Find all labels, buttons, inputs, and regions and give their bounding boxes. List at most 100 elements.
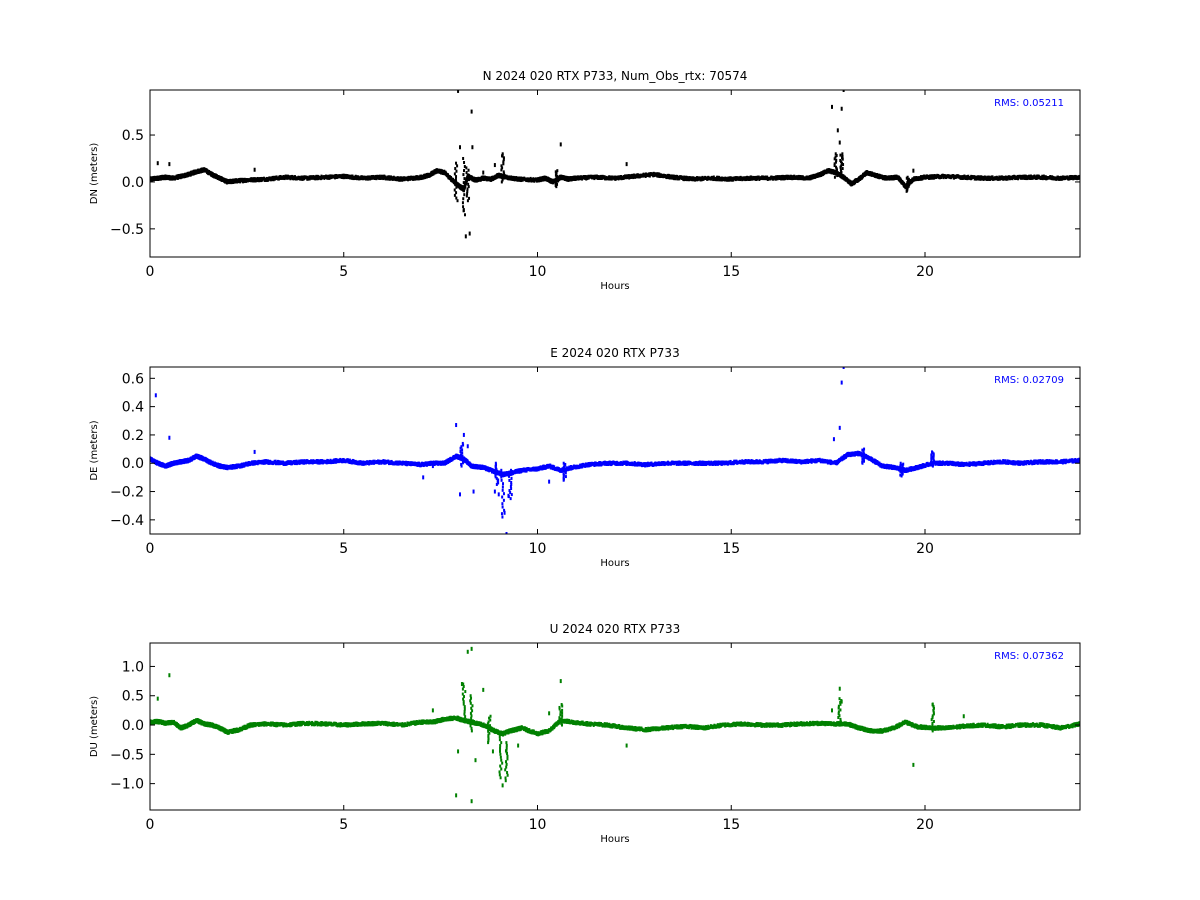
- spread-point: [454, 167, 457, 171]
- spread-point: [556, 169, 559, 173]
- trace-point: [786, 174, 789, 178]
- spread-point: [833, 164, 836, 168]
- spread-point: [455, 169, 458, 173]
- spread-point: [835, 165, 838, 169]
- trace-point: [211, 172, 214, 176]
- outlier-point: [468, 231, 471, 236]
- spread-point: [556, 174, 559, 178]
- spread-point: [501, 178, 504, 182]
- spread-point: [500, 180, 503, 184]
- trace-point: [585, 175, 588, 179]
- spread-point: [905, 182, 908, 186]
- spread-point: [467, 182, 470, 186]
- trace-point: [648, 174, 651, 178]
- spread-point: [836, 174, 839, 178]
- spread-point: [839, 158, 842, 162]
- spread-point: [906, 180, 909, 184]
- subplot-0: 0 5 10 15 20−0.50.00.5N 2024 020 RTX P733, N…: [89, 69, 1081, 292]
- spread-point: [842, 163, 845, 167]
- spread-point: [833, 175, 836, 179]
- spread-point: [907, 177, 910, 181]
- outlier-point: [836, 128, 839, 133]
- spread-point: [466, 199, 469, 203]
- x-tick-label: 5: [339, 264, 348, 280]
- chart-title: N 2024 020 RTX P733, Num_Obs_rtx: 70574: [483, 69, 748, 83]
- spread-point: [465, 194, 468, 198]
- spread-point: [467, 173, 470, 177]
- spread-point: [555, 178, 558, 182]
- spread-point: [557, 177, 560, 181]
- spread-point: [463, 177, 466, 181]
- spread-point: [467, 175, 470, 179]
- data-points-0: [150, 90, 1080, 239]
- trace-point: [265, 176, 268, 180]
- spread-point: [833, 162, 836, 166]
- trace-point: [1041, 177, 1044, 181]
- trace-point: [271, 175, 274, 179]
- spread-point: [906, 185, 909, 189]
- spread-point: [502, 160, 505, 164]
- outlier-point: [459, 145, 461, 150]
- spread-point: [453, 188, 456, 192]
- spread-point: [906, 183, 909, 187]
- spread-point: [456, 199, 459, 203]
- spread-point: [462, 181, 465, 185]
- spread-point: [455, 161, 458, 165]
- subplot-1: 0 5 10 15 20−0.4−0.20.00.20.40.6E 2024 020 R…: [89, 346, 1081, 569]
- spread-point: [462, 189, 465, 193]
- spread-point: [839, 168, 842, 172]
- spread-point: [462, 197, 465, 201]
- trace-point: [930, 176, 933, 180]
- spread-point: [463, 161, 466, 165]
- trace-point: [360, 177, 363, 181]
- trace-point: [854, 181, 857, 185]
- spread-point: [502, 158, 505, 162]
- trace-point: [656, 174, 659, 178]
- spread-point: [841, 154, 844, 158]
- spread-point: [841, 167, 844, 171]
- y-tick-label: 0.5: [122, 128, 144, 144]
- spread-point: [500, 168, 503, 172]
- spread-point: [834, 155, 837, 159]
- spread-point: [835, 172, 838, 176]
- spread-point: [841, 152, 844, 156]
- spread-point: [500, 164, 503, 168]
- spread-point: [461, 201, 464, 205]
- trace-point: [967, 174, 970, 178]
- x-axis-label: Hours: [600, 281, 629, 292]
- x-tick-label: 10: [529, 264, 547, 280]
- trace-point: [966, 177, 969, 181]
- outlier-point: [464, 234, 467, 239]
- spread-point: [839, 153, 842, 157]
- outlier-point: [156, 161, 159, 166]
- spread-point: [455, 180, 458, 184]
- spread-point: [557, 179, 560, 183]
- trace-point: [671, 176, 674, 180]
- spread-point: [835, 153, 838, 157]
- outlier-point: [471, 145, 474, 150]
- spread-point: [834, 170, 837, 174]
- spread-point: [454, 183, 457, 187]
- spread-point: [503, 172, 506, 176]
- spread-point: [467, 178, 470, 182]
- trace-point: [1035, 176, 1038, 180]
- outlier-point: [559, 142, 562, 147]
- spread-point: [463, 169, 466, 173]
- y-tick-label: −0.5: [110, 222, 144, 238]
- trace-point: [407, 178, 410, 182]
- trace-point: [970, 177, 973, 181]
- x-tick-label: 15: [722, 264, 740, 280]
- trace-point: [387, 177, 390, 181]
- spread-point: [462, 156, 465, 160]
- trace-point: [774, 177, 777, 181]
- outlier-point: [501, 153, 504, 158]
- spread-point: [454, 177, 457, 181]
- x-tick-label: 20: [916, 264, 934, 280]
- data-points-1: [150, 367, 1080, 534]
- spread-point: [835, 158, 838, 162]
- spread-point: [467, 168, 470, 172]
- spread-point: [834, 152, 837, 156]
- trace-point: [991, 175, 994, 179]
- spread-point: [556, 182, 559, 186]
